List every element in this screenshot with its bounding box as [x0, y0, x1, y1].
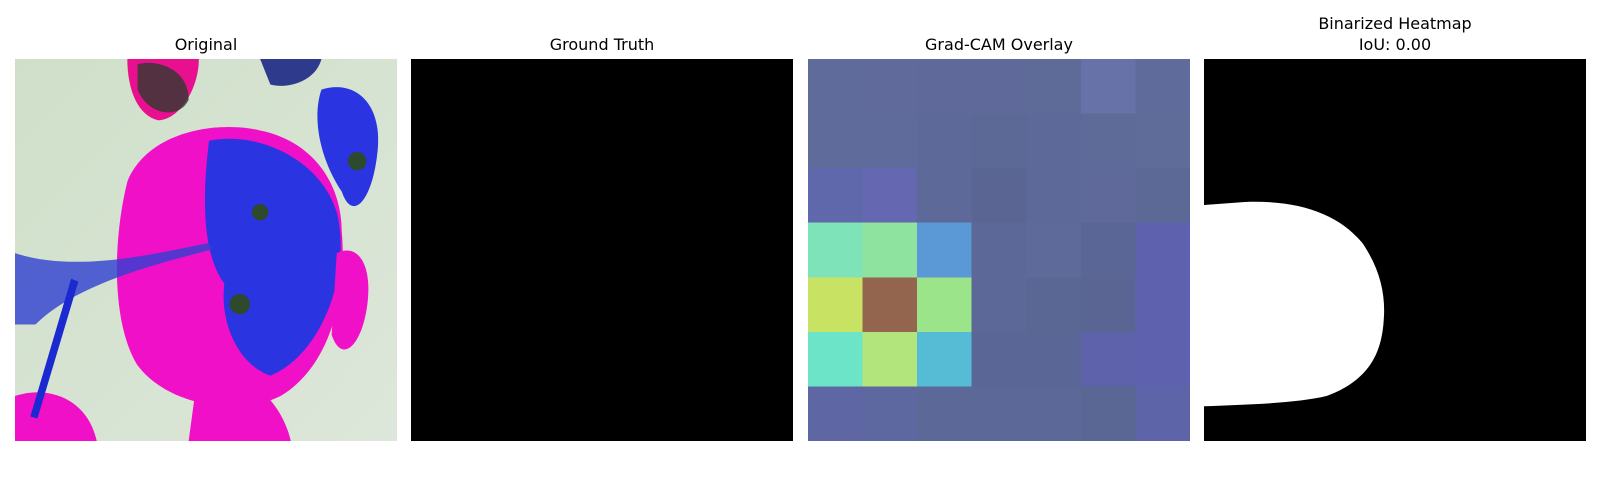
original-image [15, 59, 397, 441]
panel-title: Original [15, 34, 397, 55]
binarized-image [1204, 59, 1586, 441]
gradcam-image [808, 59, 1190, 441]
image [1204, 59, 1586, 441]
title-line: Original [174, 35, 238, 54]
ground-truth-image [411, 59, 793, 441]
image [808, 59, 1190, 441]
image [15, 59, 397, 441]
title-line: Grad-CAM Overlay [925, 35, 1073, 54]
title-line: Binarized Heatmap [1318, 14, 1472, 33]
panel-title: Binarized Heatmap IoU: 0.00 [1204, 13, 1586, 55]
panel-title: Grad-CAM Overlay [808, 34, 1190, 55]
panel-title: Ground Truth [411, 34, 793, 55]
title-line: Ground Truth [549, 35, 655, 54]
title-line: IoU: 0.00 [1358, 35, 1432, 54]
